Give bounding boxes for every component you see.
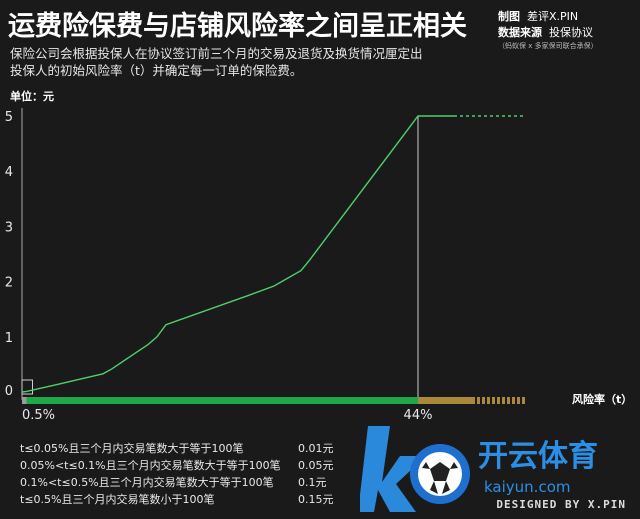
- credit-value-chart: 差评X.PIN: [527, 10, 579, 23]
- x-band-dash: [502, 397, 505, 404]
- x-band: [22, 397, 27, 404]
- x-band-dash: [497, 397, 500, 404]
- x-band-dash: [517, 397, 520, 404]
- soccer-ball-icon: [410, 444, 470, 504]
- rule-price: 0.15元: [298, 493, 334, 506]
- rule-price: 0.05元: [298, 459, 334, 472]
- y-tick-label: 2: [5, 276, 13, 291]
- x-marker-label: 44%: [404, 408, 433, 423]
- x-band-dash: [482, 397, 485, 404]
- x-band-dash: [472, 397, 475, 404]
- x-band-dash: [477, 397, 480, 404]
- credits: 制图 差评X.PIN 数据来源 投保协议 （蚂蚁保 x 多家保司联合承保）: [498, 8, 626, 51]
- rule-row: 0.05%<t≤0.1%且三个月内交易笔数大于等于100笔 0.05元: [20, 457, 340, 474]
- rule-condition: 0.05%<t≤0.1%且三个月内交易笔数大于等于100笔: [20, 459, 281, 472]
- premium-line: [21, 115, 454, 393]
- x-band: [418, 397, 472, 404]
- x-band-dash: [512, 397, 515, 404]
- x-axis-label: 风险率（t）: [572, 392, 632, 406]
- y-tick-label: 0: [5, 384, 13, 399]
- y-tick-label: 5: [5, 110, 13, 125]
- credit-note: （蚂蚁保 x 多家保司联合承保）: [498, 42, 598, 50]
- rule-condition: t≤0.5%且三个月内交易笔数小于100笔: [20, 493, 215, 506]
- credit-row-source: 数据来源 投保协议: [498, 24, 626, 40]
- k-letter-icon: [360, 426, 426, 512]
- y-tick-label: 4: [5, 165, 13, 180]
- rule-price: 0.1元: [298, 476, 327, 489]
- brand-logo: 开云体育 kaiyun.com: [360, 426, 598, 512]
- designer-credit: DESIGNED BY X.PIN: [496, 498, 626, 511]
- x-band-dash: [507, 397, 510, 404]
- credit-value-source: 投保协议: [549, 26, 593, 39]
- x-band-dash: [492, 397, 495, 404]
- x-marker-label: 0.5%: [22, 408, 55, 423]
- y-tick-label: 3: [5, 220, 13, 235]
- x-band-dash: [522, 397, 525, 404]
- x-band: [26, 397, 418, 404]
- premium-rules-table: t≤0.05%且三个月内交易笔数大于等于100笔 0.01元 0.05%<t≤0…: [20, 440, 340, 508]
- rule-row: t≤0.05%且三个月内交易笔数大于等于100笔 0.01元: [20, 440, 340, 457]
- credit-label-source: 数据来源: [498, 26, 542, 39]
- logo-brand-sub: kaiyun.com: [484, 478, 570, 496]
- x-band-dash: [487, 397, 490, 404]
- logo-brand-text: 开云体育: [478, 439, 598, 474]
- credit-label-chart: 制图: [498, 10, 520, 23]
- rule-condition: 0.1%<t≤0.5%且三个月内交易笔数大于等于100笔: [20, 476, 274, 489]
- unit-label: 单位：元: [10, 90, 54, 103]
- rule-price: 0.01元: [298, 442, 334, 455]
- chart-title: 运费险保费与店铺风险率之间呈正相关: [8, 11, 467, 42]
- chart-subtitle: 保险公司会根据投保人在协议签订前三个月的交易及退货及换货情况厘定出投保人的初始风…: [10, 46, 423, 78]
- rule-condition: t≤0.05%且三个月内交易笔数大于等于100笔: [20, 442, 244, 455]
- rule-row: t≤0.5%且三个月内交易笔数小于100笔 0.15元: [20, 491, 340, 508]
- y-tick-label: 1: [5, 331, 13, 346]
- origin-zoom-box: [21, 379, 33, 395]
- credit-row-chart: 制图 差评X.PIN: [498, 8, 626, 24]
- rule-row: 0.1%<t≤0.5%且三个月内交易笔数大于等于100笔 0.1元: [20, 474, 340, 491]
